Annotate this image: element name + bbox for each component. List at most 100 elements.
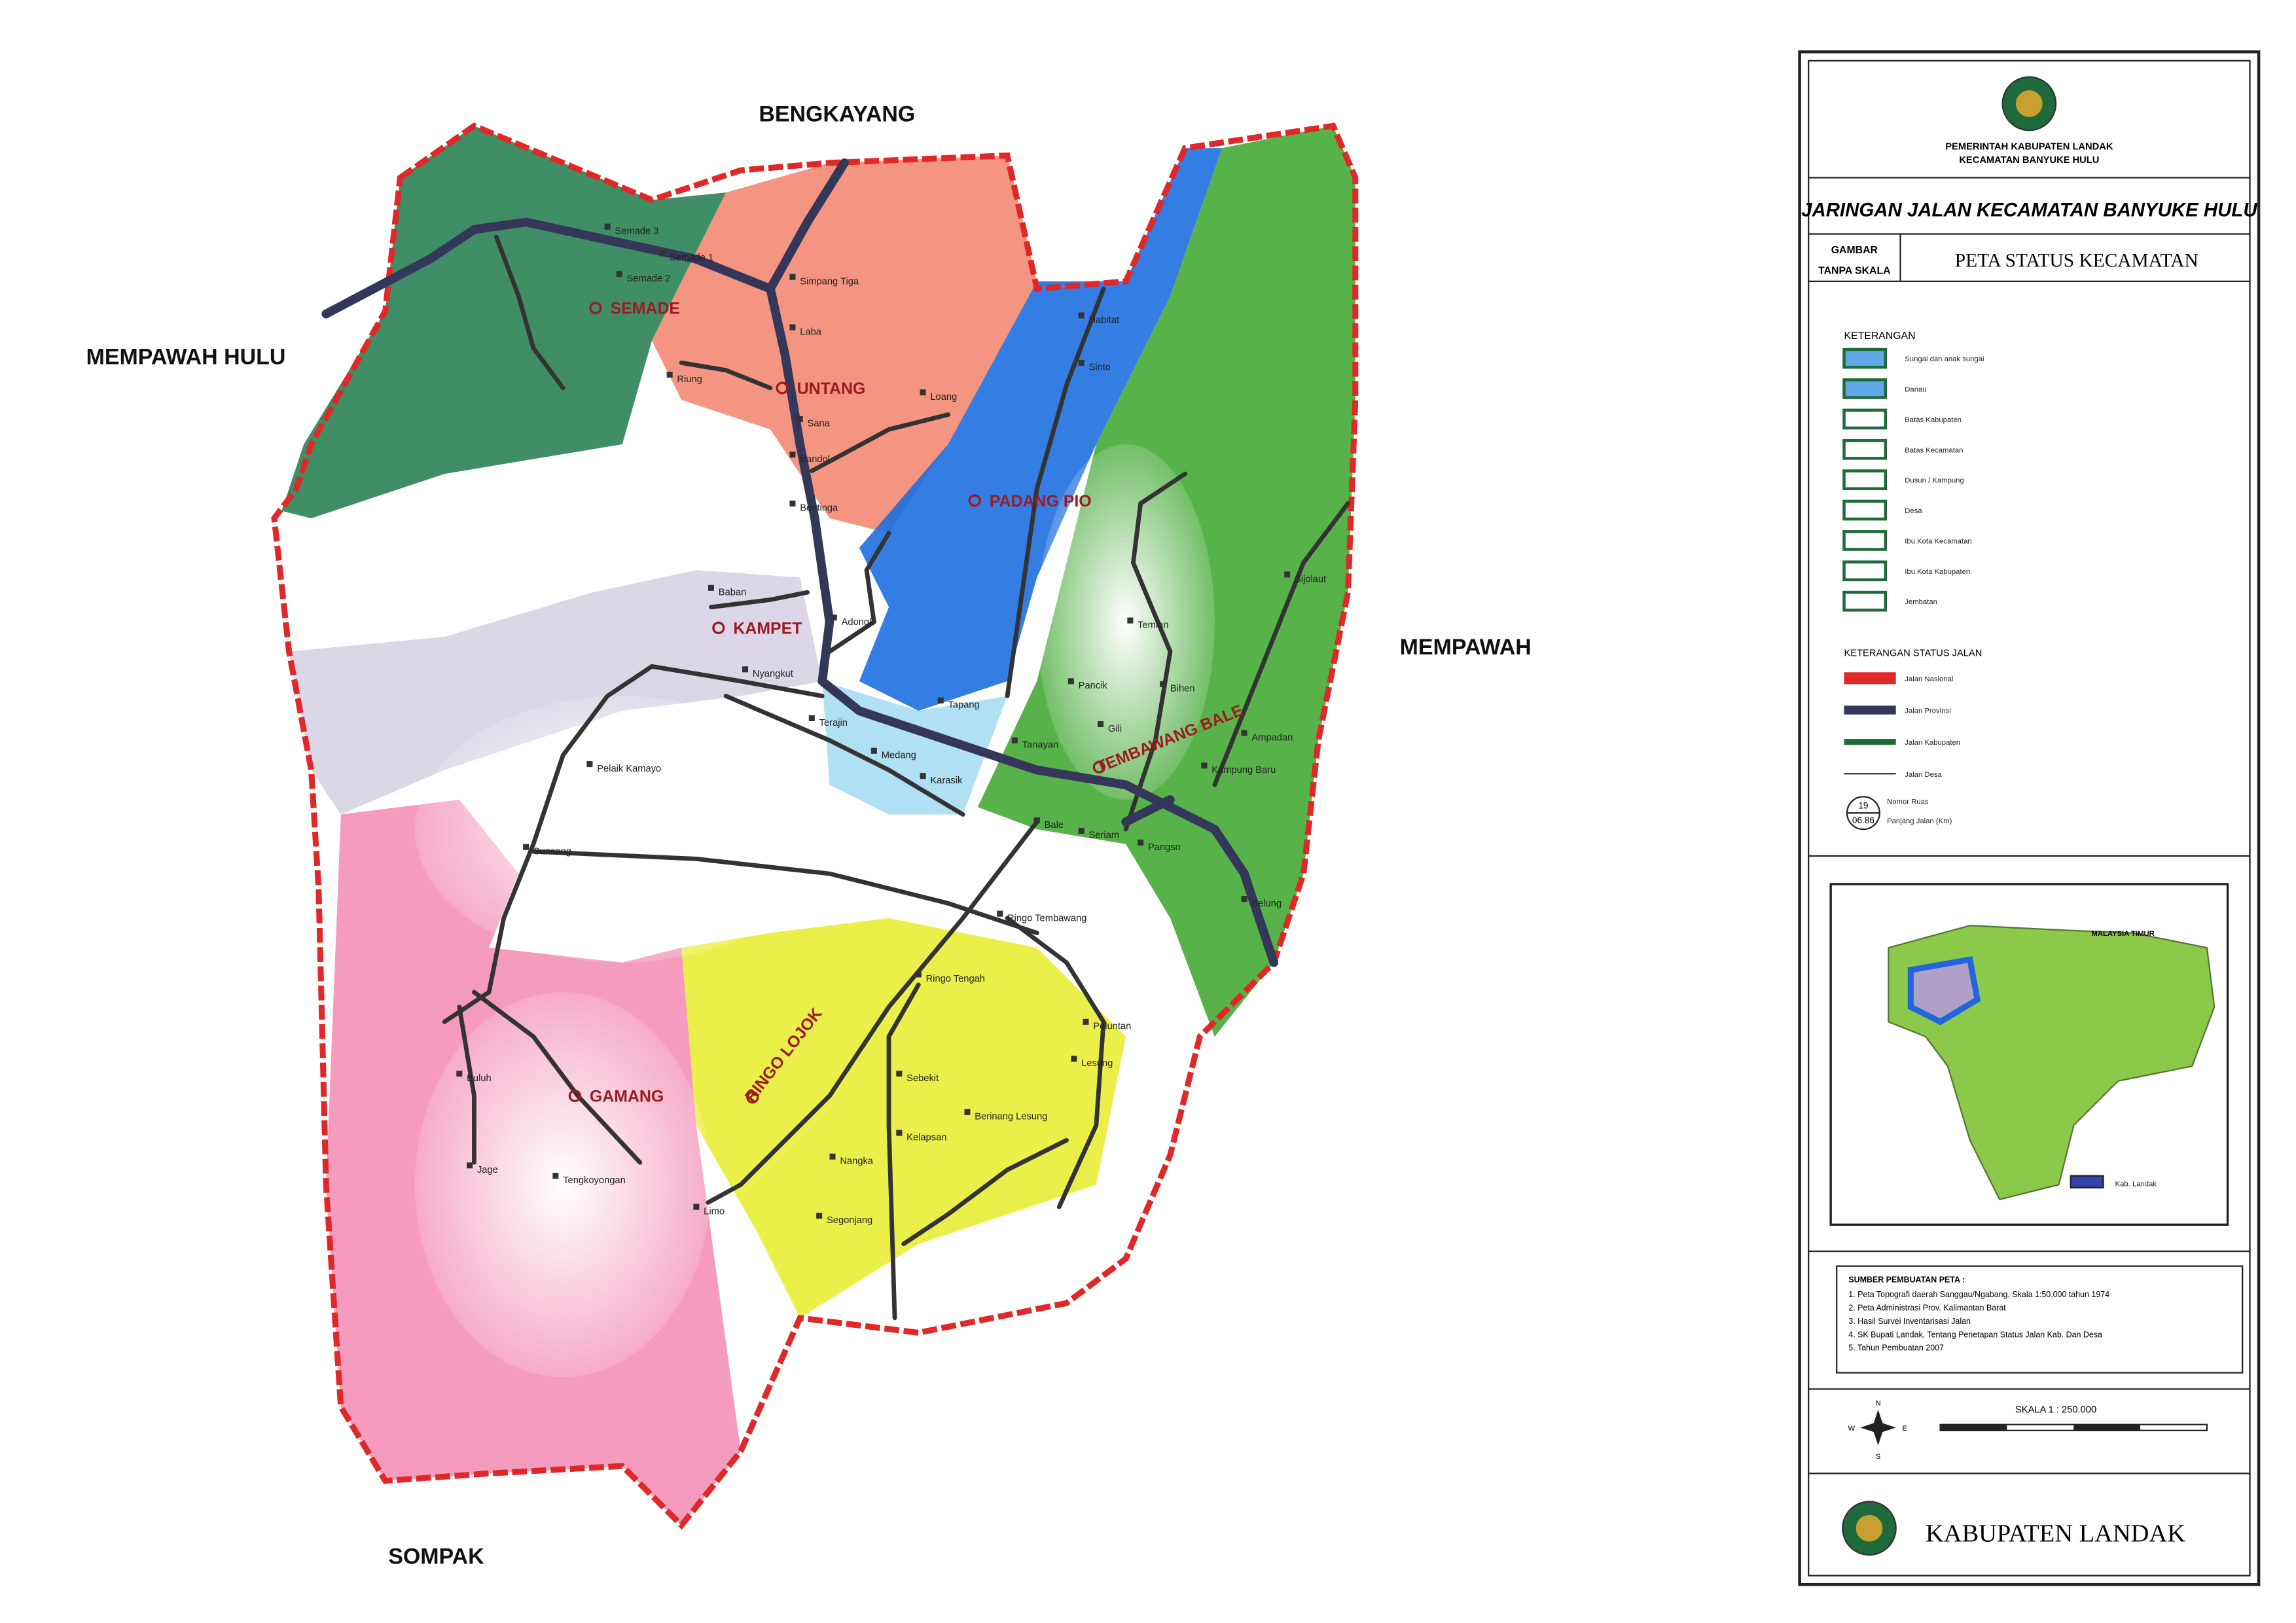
village-label: Sijolaut [1295,574,1326,584]
village-symbol [937,697,944,704]
road-legend: Jalan Nasional Jalan Provinsi Jalan Kabupa… [1844,672,1960,779]
village-label: Riung [677,374,702,385]
scale-bar [2073,1424,2141,1431]
village-label: Sunsang [533,847,571,857]
village-label: Gili [1108,724,1122,734]
village-label: Pancik [1079,681,1108,691]
compass-label: S [1876,1453,1881,1461]
fade [414,696,830,963]
source-line: 5. Tahun Pembuatan 2007 [1848,1344,1944,1353]
legend-swatch [1842,378,1888,399]
district-boundary [271,122,1359,1530]
road-label: Jalan Kabupaten [1905,739,1960,747]
village-symbol [1078,312,1085,319]
fade [414,992,711,1378]
logo [2015,90,2043,117]
village-label: Ampadan [1251,732,1293,743]
village-label: Tapang [948,700,980,711]
village-symbol [789,324,796,330]
village-label: Medang [882,751,916,761]
legend-label: Desa [1905,507,1922,515]
village-labels: Semade 3 Semade 2 Semade 1 Simpang Tiga Laba… [456,223,1326,1226]
village-label: Lesung [1081,1058,1113,1069]
village-symbol [1284,571,1291,578]
village-symbol [964,1109,971,1115]
desa-symbol [712,621,725,635]
legend-label: Danau [1905,386,1926,394]
region-untang [651,155,1037,533]
village-symbol [1078,359,1085,366]
regions [281,126,1355,1525]
tanpa-skala: TANPA SKALA [1818,266,1891,277]
legend-swatch [1842,469,1888,490]
scale-text: SKALA 1 : 250.000 [2015,1405,2096,1416]
desa-label: SEMADE [611,300,680,318]
desa-symbol [589,302,602,315]
village-label: Kampung Baru [1211,765,1276,776]
village-symbol [666,371,673,378]
village-label: Berinang Lesung [975,1112,1047,1122]
village-symbol [896,1130,903,1136]
ruas-label: Nomor Ruas [1887,798,1929,806]
logo [1856,1514,1883,1542]
panel-frame [1808,60,2251,1577]
source-line: 4. SK Bupati Landak, Tentang Penetapan S… [1848,1330,2102,1339]
compass [1860,1410,1896,1446]
neighbor-labels: BENGKAYANG MEMPAWAH HULU MEMPAWAH SOMPAK [86,102,1532,1569]
village-symbol [1241,730,1247,736]
village-symbol [797,416,803,422]
village-symbol [997,910,1003,917]
village-label: Loang [930,392,957,402]
ruas-label: Panjang Jalan (Km) [1887,817,1952,825]
village-label: Bandol [800,454,830,465]
village-symbol [1098,721,1104,728]
sources: 1. Peta Topografi daerah Sanggau/Ngabang… [1848,1290,2109,1352]
desa-symbol [1092,760,1105,774]
village-symbol [742,666,749,673]
inset-legend-swatch [2070,1175,2104,1188]
village-symbol [467,1162,473,1169]
map-title: PETA STATUS KECAMATAN [1955,250,2198,271]
desa-label: KAMPET [733,619,802,637]
village-label: Kelapsan [906,1132,946,1143]
village-symbol [1033,817,1040,824]
legend-label: Ibu Kota Kecamatan [1905,537,1971,545]
village-label: Sana [808,419,831,429]
village-symbol [708,584,715,591]
village-symbol [1127,617,1134,624]
legend-swatch [1842,590,1888,612]
desa-label: PADANG PIO [990,492,1092,510]
village-label: Bentinga [800,503,838,514]
village-symbol [1201,762,1208,769]
village-label: Terajin [819,718,848,728]
footer: KABUPATEN LANDAK [1926,1520,2185,1548]
village-label: Semade 1 [670,253,713,263]
fade [1037,444,1215,800]
village-label: Ringo Tembawang [1007,913,1086,923]
village-symbol [1160,681,1166,687]
sheet-title: JARINGAN JALAN KECAMATAN BANYUKE HULU [1801,199,2257,221]
village-symbol [586,761,593,768]
ruas-number: 19 [1858,800,1868,810]
legend-swatch [1842,438,1888,460]
village-symbol [1241,895,1247,902]
village-label: Pelaik Kamayo [597,764,661,774]
legend-swatch [1842,530,1888,551]
village-symbol [920,389,926,396]
source-line: 3. Hasil Survei Inventarisasi Jalan [1848,1317,1971,1326]
village-label: Seriam [1088,830,1119,841]
village-label: Karasik [930,776,963,786]
village-symbol [816,1213,823,1219]
region-semade [281,126,726,518]
village-symbol [1138,839,1144,846]
legend-label: Batas Kecamatan [1905,446,1963,454]
village-symbol [1083,1018,1089,1025]
legend-label: Ibu Kota Kabupaten [1905,568,1970,576]
source-line: 1. Peta Topografi daerah Sanggau/Ngabang… [1848,1290,2109,1299]
village-label: Limo [704,1206,725,1217]
village-symbol [789,500,796,507]
village-label: Temian [1138,620,1168,630]
village-label: Tengkoyongan [563,1175,626,1186]
legend-label: Batas Kabupaten [1905,416,1962,424]
